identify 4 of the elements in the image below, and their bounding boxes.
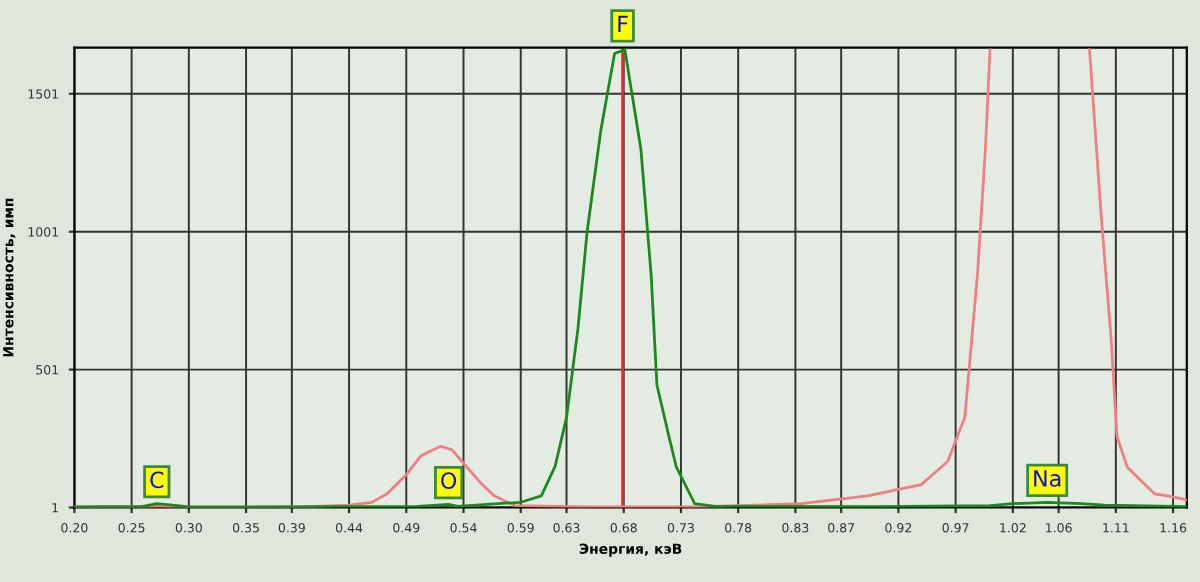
annotation: O [441, 472, 457, 490]
annotation: F [618, 15, 628, 32]
annotation: C [150, 471, 164, 489]
annotation: Na [1034, 470, 1061, 487]
